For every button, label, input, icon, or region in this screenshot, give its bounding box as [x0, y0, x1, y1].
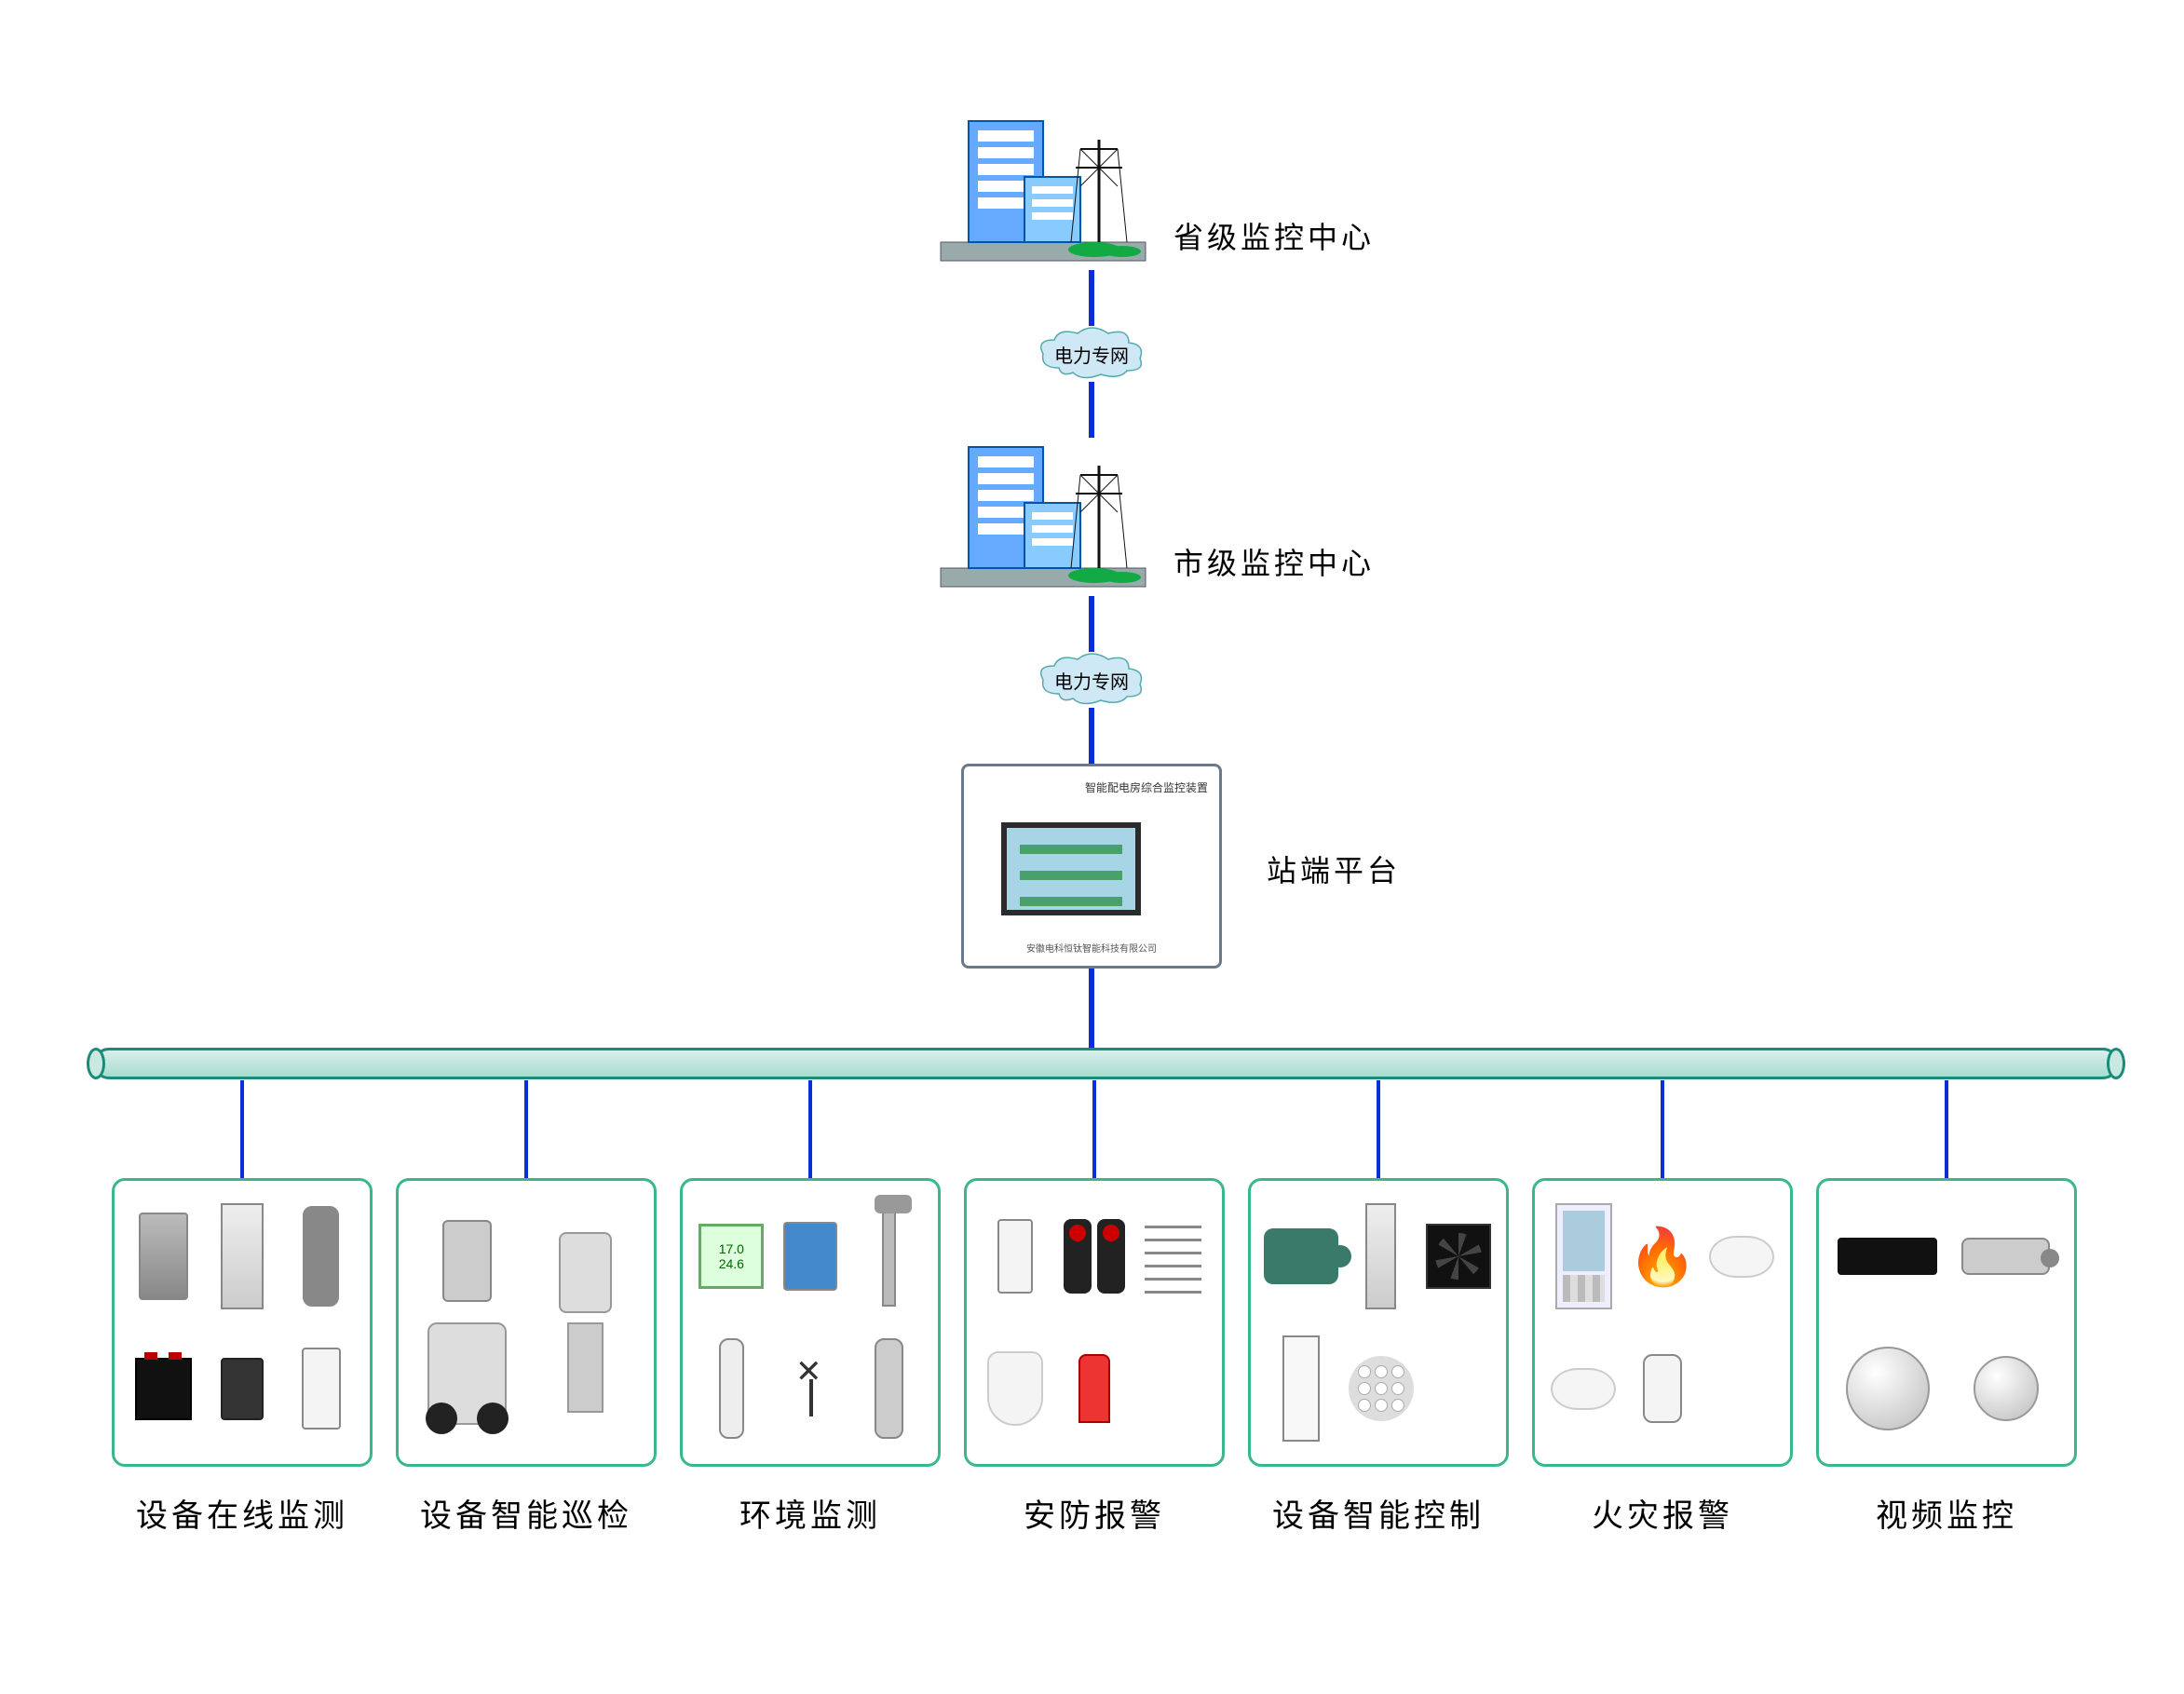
module-smart-patrol-label: 设备智能巡检: [396, 1490, 657, 1536]
station-device-footer: 安徽电科恒钛智能科技有限公司: [964, 941, 1219, 955]
equip-fire-empty: [1705, 1326, 1777, 1451]
equip-patrol-robot: [412, 1194, 522, 1451]
system-architecture-diagram: 省级监控中心 电力专网 市级监控中心 电力专网 智能配电房综合监控装置: [0, 0, 2184, 1694]
module-fire-alarm-label: 火灾报警: [1532, 1490, 1793, 1536]
station-device-screen: [1001, 822, 1141, 915]
equip-ir-curtain: [980, 1194, 1051, 1319]
module-smart-control: [1248, 1178, 1509, 1467]
equip-ir-beam: [1059, 1194, 1131, 1319]
equip-pir-detector: [980, 1326, 1051, 1451]
equip-thermo-hygro: 17.024.6: [696, 1194, 767, 1319]
equip-bullet-camera: [1950, 1194, 2061, 1319]
vline-4: [1089, 708, 1094, 768]
module-video-monitor: [1816, 1178, 2077, 1467]
equip-battery: [128, 1326, 199, 1451]
drop-5: [1377, 1080, 1380, 1178]
equip-siren: [1059, 1326, 1131, 1451]
equip-smoke-2: [1548, 1326, 1620, 1451]
equip-electric-fence: [1137, 1194, 1209, 1319]
network-cloud-2: 电力专网: [1036, 652, 1147, 708]
equip-anemometer: [775, 1326, 847, 1451]
city-center-node: [931, 428, 1155, 596]
vline-5: [1089, 959, 1094, 1048]
equip-transformer: [128, 1194, 199, 1319]
station-device-title: 智能配电房综合监控装置: [1085, 779, 1208, 795]
bus-bar: [93, 1048, 2119, 1079]
province-center-label: 省级监控中心: [1173, 214, 1375, 257]
drop-1: [240, 1080, 244, 1178]
station-label: 站端平台: [1267, 847, 1401, 890]
equip-nvr: [1832, 1194, 1943, 1319]
province-center-node: [931, 102, 1155, 270]
module-online-monitor: [112, 1178, 373, 1467]
equip-flame-icon: 🔥: [1627, 1194, 1699, 1319]
module-env-monitor-label: 环境监测: [680, 1490, 941, 1536]
drop-6: [1661, 1080, 1664, 1178]
equip-dehumidifier: [1264, 1326, 1338, 1451]
network-cloud-1: 电力专网: [1036, 326, 1147, 382]
equip-gas-detector: [853, 1194, 925, 1319]
network-cloud-2-label: 电力专网: [1054, 667, 1129, 694]
equip-pump: [1264, 1194, 1338, 1319]
equip-aircon: [1346, 1194, 1416, 1319]
equip-security-empty: [1137, 1326, 1209, 1451]
equip-light-control: [1346, 1326, 1416, 1451]
drop-2: [524, 1080, 528, 1178]
equip-manual-call: [1627, 1326, 1699, 1451]
city-center-label: 市级监控中心: [1173, 540, 1375, 583]
equip-dome-camera: [1950, 1326, 2061, 1451]
equip-switchgear: [207, 1194, 278, 1319]
vline-3: [1089, 596, 1094, 652]
module-env-monitor: 17.024.6: [680, 1178, 941, 1467]
module-smart-patrol: [396, 1178, 657, 1467]
drop-3: [808, 1080, 812, 1178]
equip-rain-gauge: [853, 1326, 925, 1451]
vline-1: [1089, 270, 1094, 326]
station-device: 智能配电房综合监控装置 安徽电科恒钛智能科技有限公司: [961, 764, 1222, 969]
drop-7: [1945, 1080, 1948, 1178]
equip-fan: [1423, 1194, 1493, 1319]
module-security-alarm-label: 安防报警: [964, 1490, 1225, 1536]
equip-water-leak: [775, 1194, 847, 1319]
equip-breaker: [285, 1326, 357, 1451]
equip-ups: [285, 1194, 357, 1319]
module-security-alarm: [964, 1178, 1225, 1467]
network-cloud-1-label: 电力专网: [1054, 341, 1129, 368]
equip-smoke-1: [1705, 1194, 1777, 1319]
module-fire-alarm: 🔥: [1532, 1178, 1793, 1467]
equip-fire-panel: [1548, 1194, 1620, 1319]
equip-noise-sensor: [696, 1326, 767, 1451]
module-online-monitor-label: 设备在线监测: [112, 1490, 373, 1536]
equip-ptz-camera: [530, 1194, 641, 1451]
module-smart-control-label: 设备智能控制: [1248, 1490, 1509, 1536]
equip-sensor: [207, 1326, 278, 1451]
equip-control-empty: [1423, 1326, 1493, 1451]
module-video-monitor-label: 视频监控: [1816, 1490, 2077, 1536]
drop-4: [1092, 1080, 1096, 1178]
equip-speed-dome: [1832, 1326, 1943, 1451]
